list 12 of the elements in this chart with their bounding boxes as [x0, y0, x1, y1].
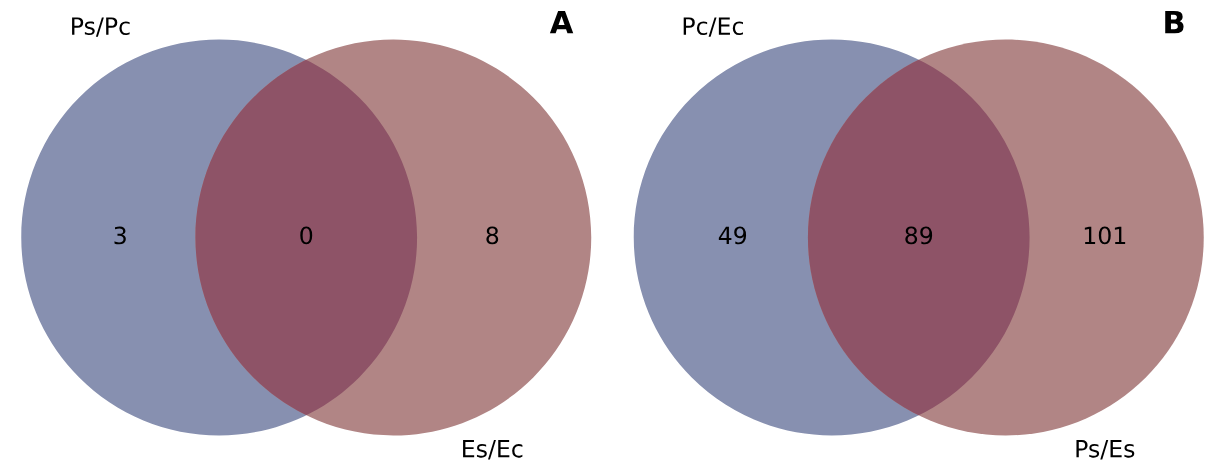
text: Es/Ec [463, 440, 523, 460]
text: B [1165, 10, 1184, 34]
data-label: 3 [114, 226, 126, 245]
text: Pc/Ec [683, 17, 743, 37]
data-label: 89 [905, 226, 933, 245]
data-label: 8 [486, 226, 499, 245]
text: A [549, 10, 574, 34]
text: Ps/Pc [72, 17, 130, 37]
data-label: 101 [1084, 226, 1126, 245]
data-label: 49 [718, 226, 747, 245]
text: Ps/Es [1076, 440, 1135, 460]
data-label: 0 [300, 226, 313, 245]
